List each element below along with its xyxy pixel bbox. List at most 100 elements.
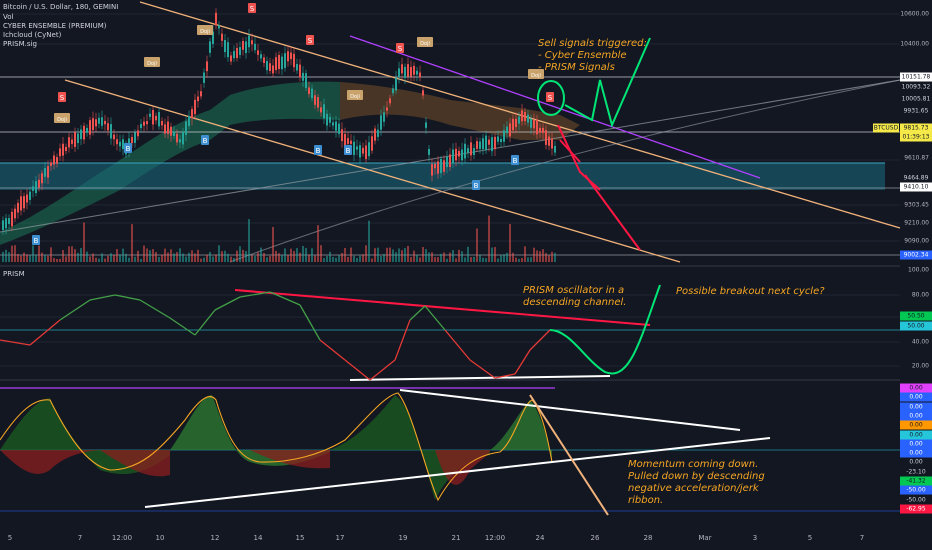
volume-bar xyxy=(245,250,247,262)
candle-body xyxy=(29,191,31,200)
volume-bar xyxy=(8,252,10,262)
volume-bar xyxy=(464,257,466,262)
candle-body xyxy=(41,173,43,184)
volume-bar xyxy=(512,252,514,262)
candle-body xyxy=(536,119,538,135)
price-label: 9610.87 xyxy=(904,154,929,162)
volume-bar xyxy=(473,256,475,262)
volume-bar xyxy=(287,254,289,262)
candle-body xyxy=(134,132,136,143)
volume-bar xyxy=(239,246,241,262)
candle-body xyxy=(479,141,481,149)
prism-segment xyxy=(444,329,471,361)
prism-segment xyxy=(269,291,301,306)
candle-body xyxy=(332,122,334,126)
prism-value-tag: 50.50 xyxy=(900,311,932,321)
candle-body xyxy=(383,112,385,122)
volume-bar xyxy=(47,255,49,262)
volume-bar xyxy=(161,254,163,262)
volume-bar xyxy=(185,256,187,262)
symbol-tag: BTCUSD xyxy=(873,123,899,133)
candle-body xyxy=(74,132,76,147)
candle-body xyxy=(14,208,16,219)
candle-body xyxy=(110,124,112,139)
candle-body xyxy=(56,157,58,164)
ribbon-band xyxy=(490,400,552,460)
candle-body xyxy=(488,139,490,145)
indicator-label-prism[interactable]: PRISM.sig xyxy=(3,40,37,48)
volume-bar xyxy=(425,249,427,262)
indicator-label-vol[interactable]: Vol xyxy=(3,13,14,21)
volume-bar xyxy=(488,215,490,262)
volume-bar xyxy=(470,257,472,262)
volume-bar xyxy=(86,251,88,262)
volume-bar xyxy=(371,258,373,262)
candle-body xyxy=(68,137,70,148)
volume-bar xyxy=(272,226,274,262)
candle-body xyxy=(416,70,418,75)
candle-body xyxy=(461,149,463,161)
prism-segment xyxy=(424,305,446,331)
volume-bar xyxy=(266,257,268,262)
candle-body xyxy=(518,116,520,124)
purple-trendline[interactable] xyxy=(349,35,761,179)
volume-bar xyxy=(26,254,28,262)
volume-bar xyxy=(149,250,151,262)
candle-body xyxy=(23,196,25,209)
time-axis-label: 19 xyxy=(398,534,408,542)
volume-bar xyxy=(368,220,370,262)
candle-body xyxy=(224,40,226,53)
candle-body xyxy=(299,64,301,78)
doji-signal-marker: Doji xyxy=(347,90,363,100)
prism-channel-top xyxy=(234,289,651,326)
candle-body xyxy=(428,148,430,155)
price-axis[interactable]: 10600.00 10400.00 10151.78 10093.32 1000… xyxy=(900,0,932,550)
buy-signal-marker: B xyxy=(472,180,480,190)
time-axis-label: 14 xyxy=(253,534,263,542)
candle-body xyxy=(173,131,175,137)
volume-bar xyxy=(65,256,67,262)
ribbon-band xyxy=(250,450,330,469)
volume-bar xyxy=(23,252,25,262)
momentum-value-tag: 0.00 xyxy=(900,402,932,412)
prism-segment xyxy=(514,349,531,375)
volume-bar xyxy=(17,254,19,262)
candle-body xyxy=(371,136,373,151)
volume-bar xyxy=(323,258,325,262)
candle-body xyxy=(491,137,493,152)
candle-body xyxy=(260,54,262,59)
candle-body xyxy=(473,148,475,155)
descending-trendline-lower[interactable] xyxy=(64,79,681,263)
candle-body xyxy=(413,65,415,75)
curved-trendline[interactable] xyxy=(229,79,901,263)
prism-segment xyxy=(139,299,171,319)
volume-bar xyxy=(548,255,550,262)
volume-bar xyxy=(329,251,331,262)
indicator-label-cyber[interactable]: CYBER ENSEMBLE (PREMIUM) xyxy=(3,22,107,30)
candle-body xyxy=(497,136,499,142)
volume-bar xyxy=(134,256,136,262)
momentum-value-tag: -41.32 xyxy=(900,476,932,486)
volume-bar xyxy=(431,252,433,262)
candle-body xyxy=(140,123,142,129)
volume-bar xyxy=(290,248,292,262)
time-axis-label: 3 xyxy=(752,534,758,542)
volume-bar xyxy=(449,252,451,262)
volume-bar xyxy=(500,255,502,262)
candle-body xyxy=(101,117,103,126)
svg-text:Doji: Doji xyxy=(147,61,157,67)
candle-body xyxy=(500,138,502,142)
prism-midline-tag: 50.00 xyxy=(900,321,932,331)
indicator-label-ichcloud[interactable]: Ichcloud (CyNet) xyxy=(3,31,62,39)
candle-body xyxy=(389,98,391,104)
descending-trendline[interactable] xyxy=(139,1,901,229)
prism-panel-label[interactable]: PRISM xyxy=(3,270,25,278)
candle-body xyxy=(203,72,205,83)
candle-body xyxy=(104,120,106,125)
candle-body xyxy=(254,43,256,51)
time-axis-label: 15 xyxy=(295,534,305,542)
volume-bar xyxy=(155,252,157,262)
svg-text:B: B xyxy=(316,147,321,155)
volume-bar xyxy=(479,254,481,262)
